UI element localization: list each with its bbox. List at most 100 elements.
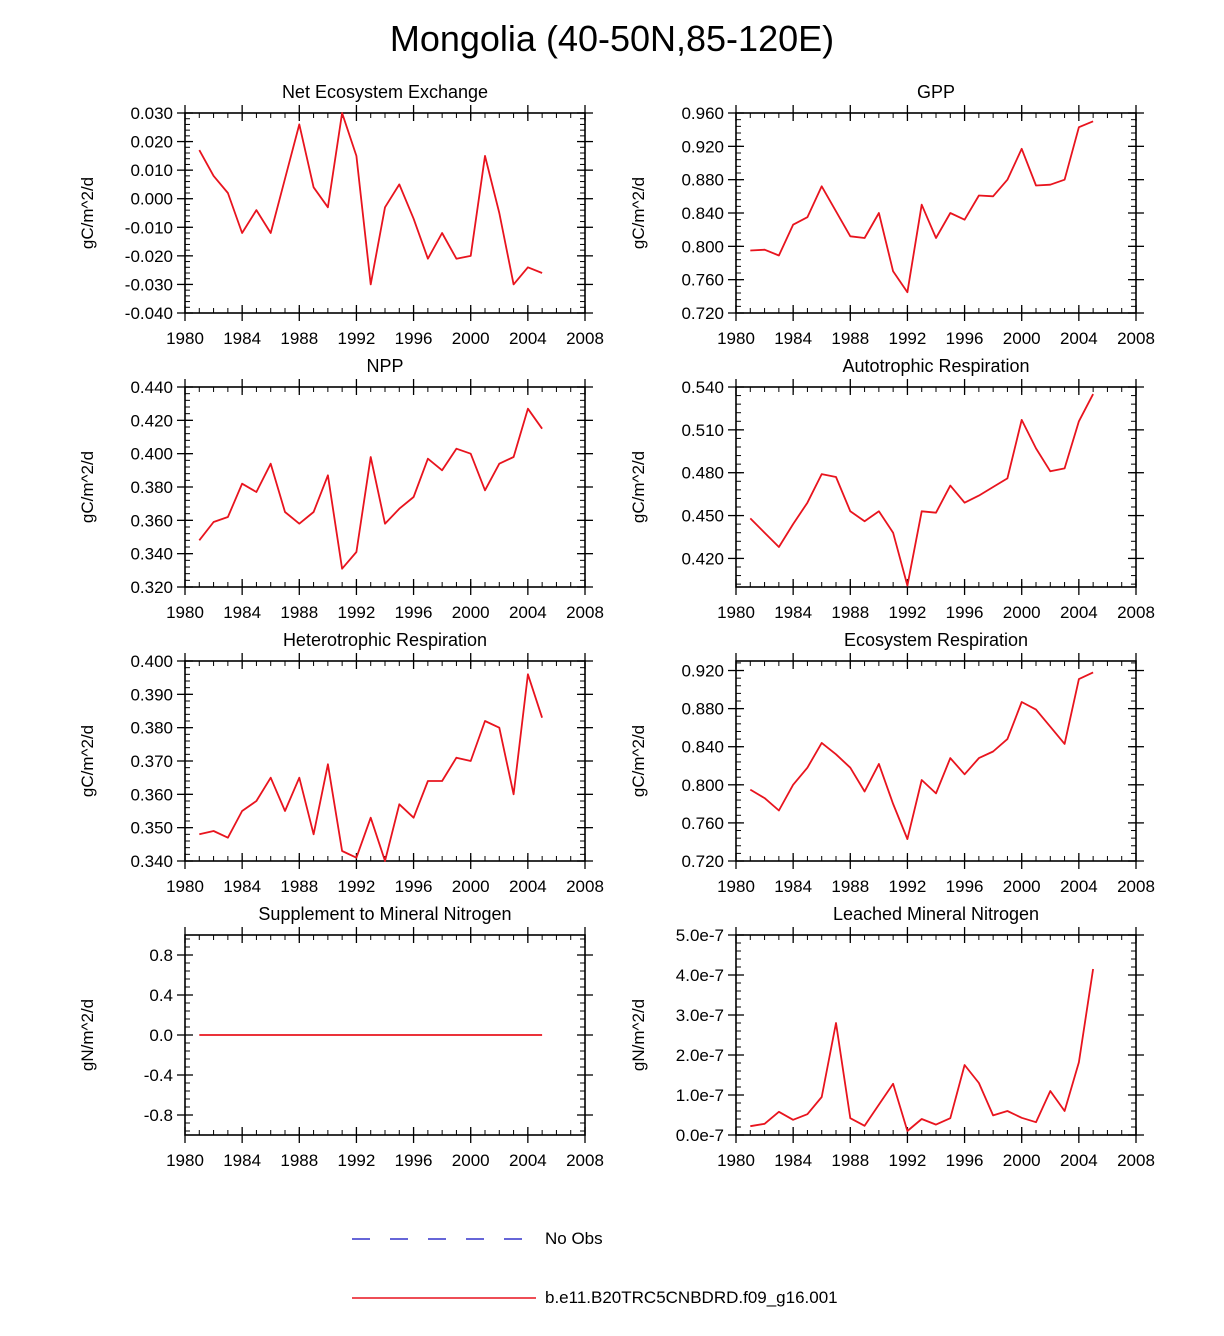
panel-title: NPP xyxy=(366,356,403,376)
x-tick-label: 2000 xyxy=(1003,603,1041,622)
panel-1: Net Ecosystem Exchange gC/m^2/d 1980 1984 19… xyxy=(78,82,604,348)
y-tick-label: 0.420 xyxy=(681,549,724,568)
panel-title: Net Ecosystem Exchange xyxy=(282,82,488,102)
x-tick-label: 1988 xyxy=(831,1151,869,1170)
y-tick-label: 0.920 xyxy=(681,662,724,681)
y-tick-label: 0.840 xyxy=(681,204,724,223)
x-tick-label: 1992 xyxy=(889,1151,927,1170)
panel-6: Ecosystem Respiration gC/m^2/d 1980 1984 198… xyxy=(629,630,1155,896)
y-tick-label: 3.0e-7 xyxy=(676,1006,724,1025)
y-tick-label: -0.040 xyxy=(125,304,173,323)
y-tick-label: 0.000 xyxy=(130,190,173,209)
y-tick-label: 5.0e-7 xyxy=(676,926,724,945)
x-tick-label: 1992 xyxy=(338,603,376,622)
plot-frame xyxy=(184,660,586,862)
x-tick-label: 1980 xyxy=(166,329,204,348)
x-tick-label: 1984 xyxy=(774,603,812,622)
y-tick-label: 0.350 xyxy=(130,819,173,838)
panel-4: Autotrophic Respiration gC/m^2/d 1980 1984 1… xyxy=(629,356,1155,622)
x-tick-label: 1984 xyxy=(774,1151,812,1170)
x-tick-label: 1988 xyxy=(280,603,318,622)
y-tick-label: 0.960 xyxy=(681,104,724,123)
x-tick-label: 2000 xyxy=(452,603,490,622)
y-axis-label: gC/m^2/d xyxy=(78,451,97,523)
y-tick-label: 0.450 xyxy=(681,507,724,526)
y-tick-label: 0.840 xyxy=(681,738,724,757)
panel-title: Heterotrophic Respiration xyxy=(283,630,487,650)
y-tick-label: 0.760 xyxy=(681,814,724,833)
x-tick-label: 2000 xyxy=(452,1151,490,1170)
y-tick-label: 0.380 xyxy=(130,478,173,497)
x-tick-label: 2008 xyxy=(566,329,604,348)
y-tick-label: 0.400 xyxy=(130,652,173,671)
x-tick-label: 2008 xyxy=(566,877,604,896)
y-tick-label: 0.0 xyxy=(149,1026,173,1045)
y-tick-label: 0.720 xyxy=(681,304,724,323)
x-tick-label: 1992 xyxy=(338,329,376,348)
x-tick-label: 1984 xyxy=(223,877,261,896)
x-tick-label: 1996 xyxy=(395,603,433,622)
panel-title: Leached Mineral Nitrogen xyxy=(833,904,1039,924)
chart-figure: Net Ecosystem Exchange gC/m^2/d 1980 1984 19… xyxy=(78,82,1155,1170)
x-tick-label: 1984 xyxy=(223,603,261,622)
y-tick-label: -0.4 xyxy=(144,1066,173,1085)
y-tick-label: 0.440 xyxy=(130,378,173,397)
series-line xyxy=(749,393,1094,587)
y-tick-label: 4.0e-7 xyxy=(676,966,724,985)
x-tick-label: 1992 xyxy=(889,329,927,348)
y-tick-label: 0.8 xyxy=(149,946,173,965)
y-tick-label: 0.340 xyxy=(130,852,173,871)
series-line xyxy=(750,968,1094,1132)
y-tick-label: 0.320 xyxy=(130,578,173,597)
x-tick-label: 2004 xyxy=(1060,329,1098,348)
plot-frame xyxy=(735,112,1137,314)
x-tick-label: 2008 xyxy=(1117,603,1155,622)
x-tick-label: 1988 xyxy=(280,877,318,896)
y-axis-label: gC/m^2/d xyxy=(78,725,97,797)
figure-title: Mongolia (40-50N,85-120E) xyxy=(389,18,835,59)
x-tick-label: 2008 xyxy=(1117,1151,1155,1170)
x-tick-label: 2000 xyxy=(1003,877,1041,896)
x-tick-label: 1996 xyxy=(946,1151,984,1170)
x-tick-label: 1988 xyxy=(831,603,869,622)
x-tick-label: 1980 xyxy=(166,603,204,622)
x-tick-label: 2008 xyxy=(1117,329,1155,348)
legend-label-model: b.e11.B20TRC5CNBDRD.f09_g16.001 xyxy=(545,1288,838,1307)
x-tick-label: 1992 xyxy=(889,877,927,896)
series-line xyxy=(750,120,1094,294)
x-tick-label: 2000 xyxy=(1003,329,1041,348)
x-tick-label: 2004 xyxy=(1060,603,1098,622)
y-tick-label: 0.880 xyxy=(681,700,724,719)
x-tick-label: 2004 xyxy=(1060,1151,1098,1170)
y-axis-label: gN/m^2/d xyxy=(629,999,648,1071)
x-tick-label: 1988 xyxy=(831,877,869,896)
y-axis-label: gC/m^2/d xyxy=(629,725,648,797)
series-line xyxy=(198,407,543,570)
x-tick-label: 1988 xyxy=(280,329,318,348)
legend-label-no-obs: No Obs xyxy=(545,1229,603,1248)
y-tick-label: 0.760 xyxy=(681,271,724,290)
x-tick-label: 1980 xyxy=(166,877,204,896)
y-tick-label: 0.800 xyxy=(681,776,724,795)
x-tick-label: 2004 xyxy=(509,1151,547,1170)
y-tick-label: 0.880 xyxy=(681,171,724,190)
plot-frame xyxy=(184,934,586,1136)
x-tick-label: 1980 xyxy=(166,1151,204,1170)
x-tick-label: 1992 xyxy=(338,1151,376,1170)
panel-title: GPP xyxy=(917,82,955,102)
x-tick-label: 1996 xyxy=(395,1151,433,1170)
x-tick-label: 2004 xyxy=(509,329,547,348)
plot-frame xyxy=(735,386,1137,588)
panel-title: Ecosystem Respiration xyxy=(844,630,1028,650)
y-tick-label: 0.020 xyxy=(130,133,173,152)
x-tick-label: 1988 xyxy=(280,1151,318,1170)
x-tick-label: 1984 xyxy=(774,329,812,348)
plot-frame xyxy=(184,112,586,314)
x-tick-label: 1992 xyxy=(889,603,927,622)
x-tick-label: 1996 xyxy=(946,603,984,622)
x-tick-label: 1992 xyxy=(338,877,376,896)
y-axis-label: gN/m^2/d xyxy=(78,999,97,1071)
y-tick-label: 0.380 xyxy=(130,719,173,738)
y-tick-label: 0.340 xyxy=(130,545,173,564)
series-line xyxy=(749,671,1094,840)
